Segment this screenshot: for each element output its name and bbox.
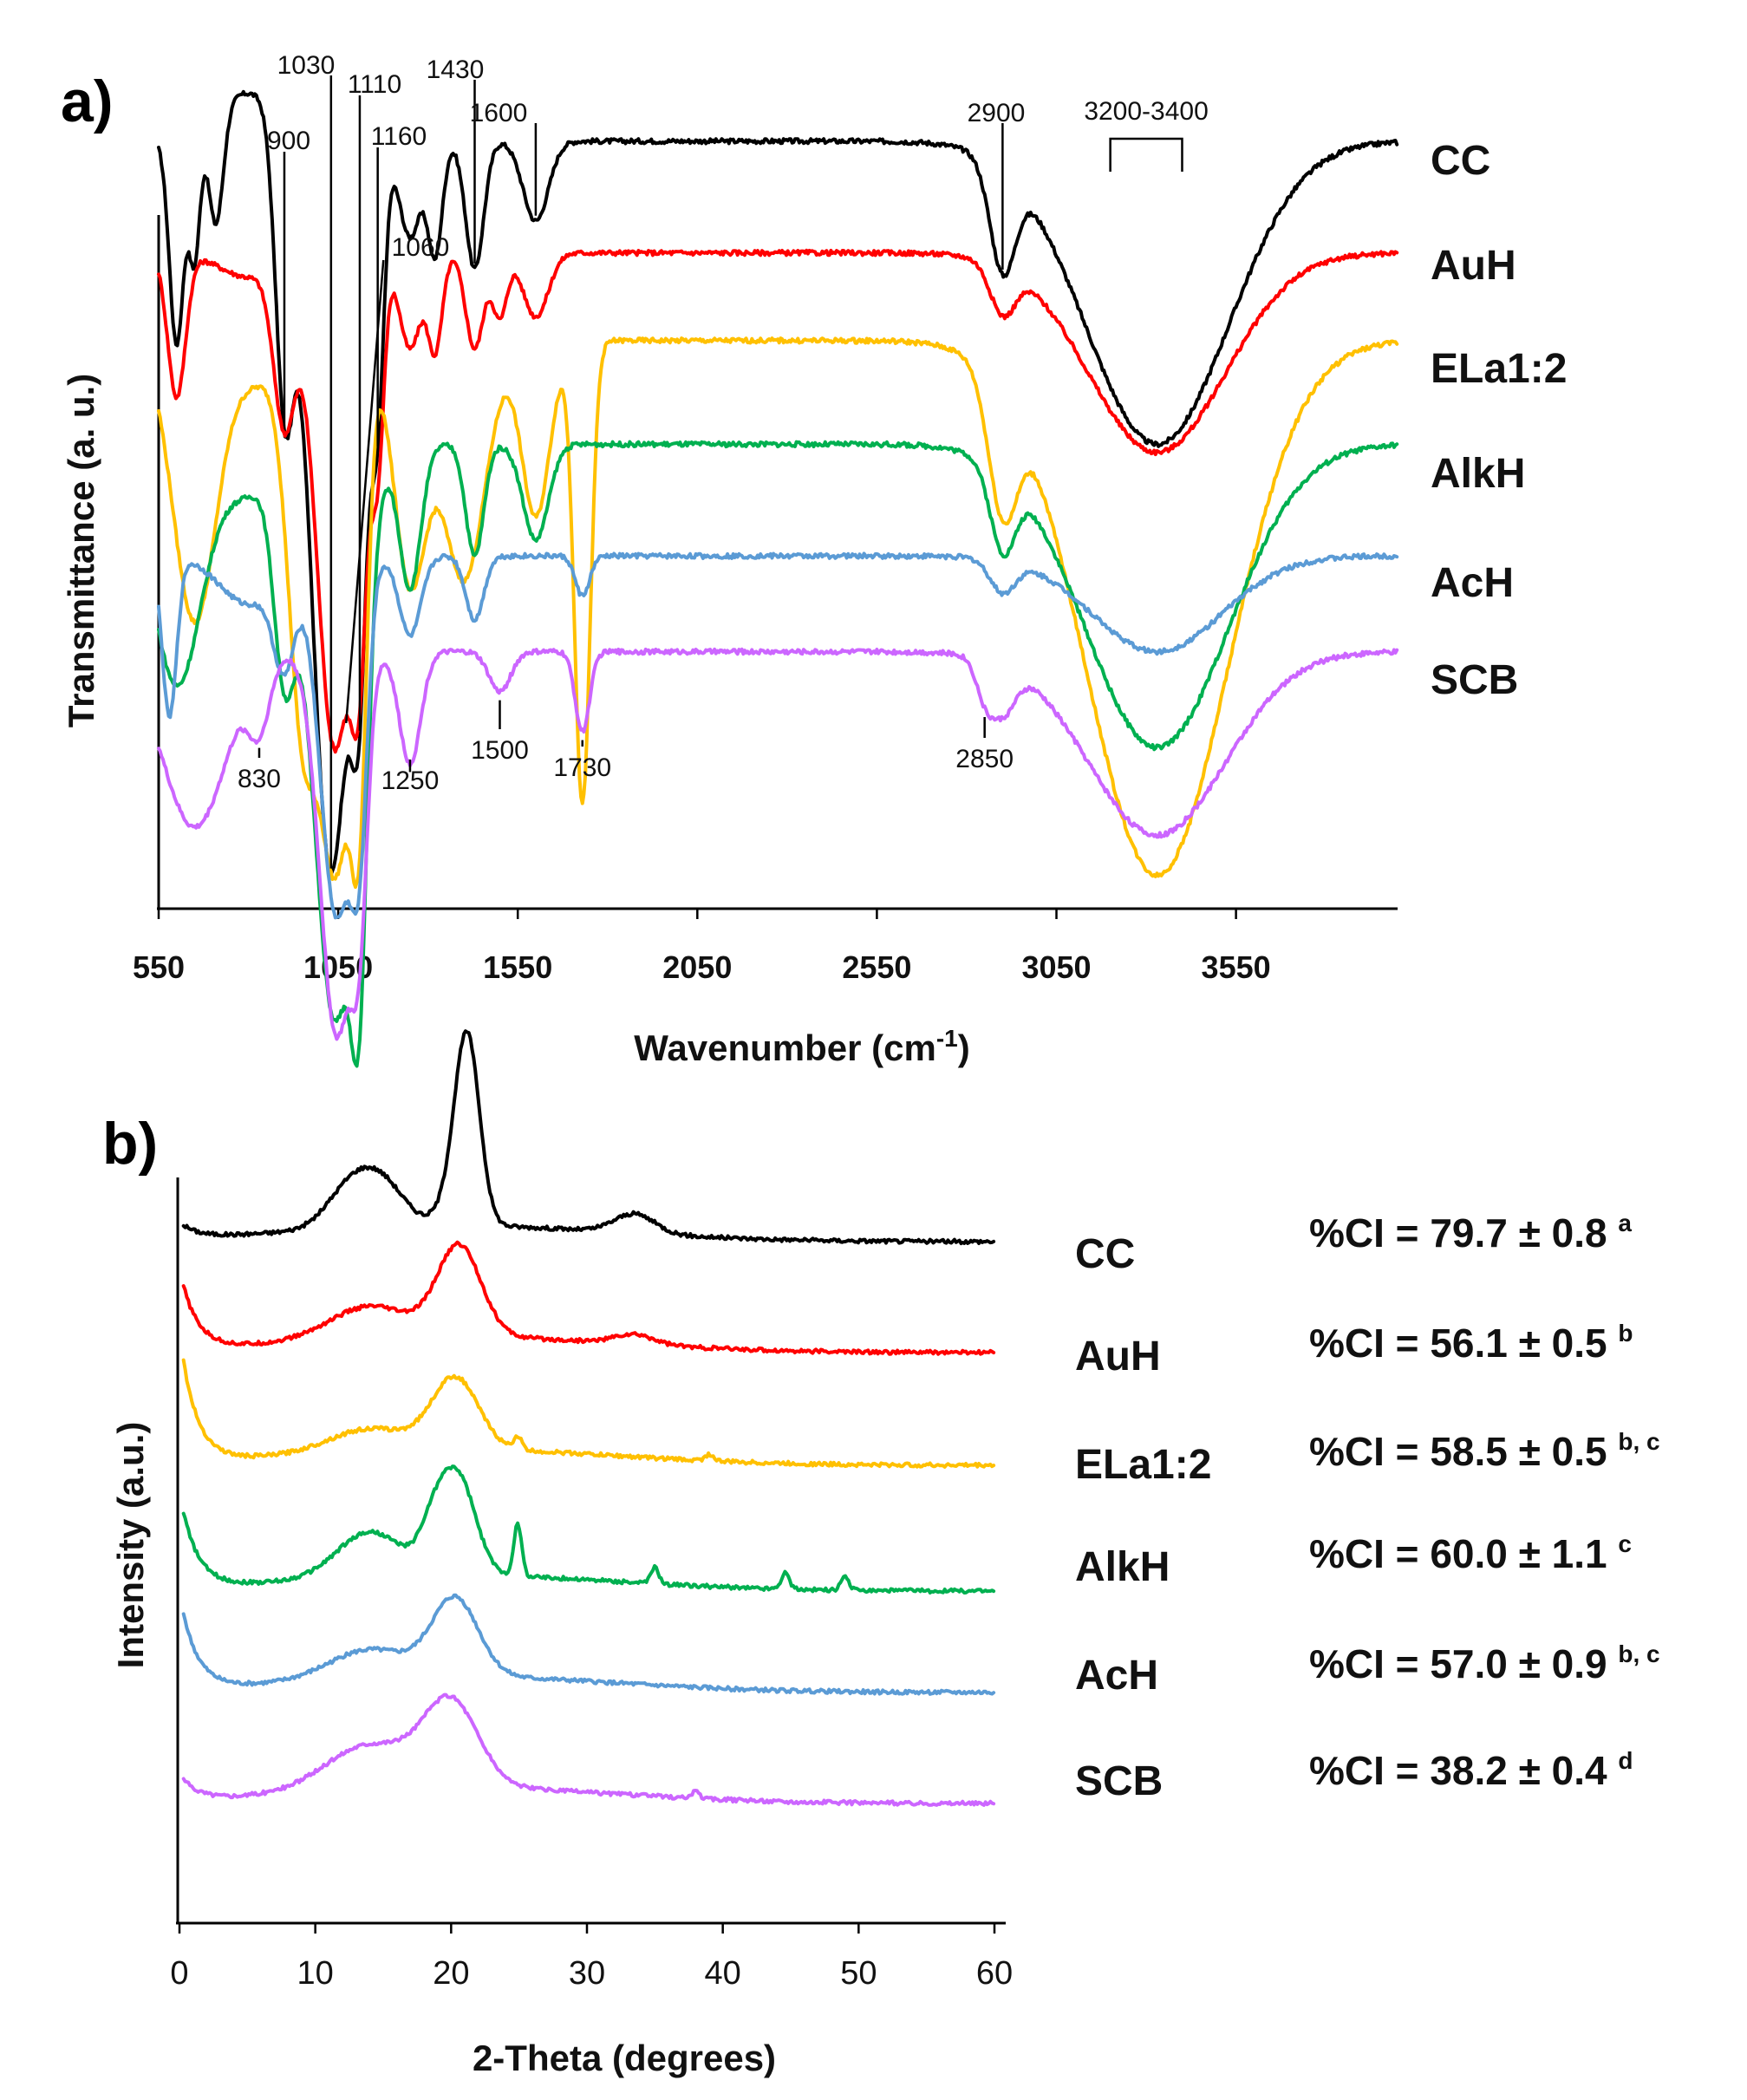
ftir-series-label: AlkH [1431,451,1525,497]
ftir-x-tick-label: 3550 [1202,949,1271,985]
significance-superscript: a [1618,1210,1632,1236]
xrd-crystallinity-index: %CI = 60.0 ± 1.1 c [1309,1530,1632,1576]
ftir-peak-label: 1060 [392,233,450,262]
panel-letter-b: b) [102,1111,158,1177]
ftir-peak-label: 2900 [968,99,1026,127]
xrd-crystallinity-index: %CI = 38.2 ± 0.4 d [1309,1747,1633,1793]
ftir-peak-label: 1110 [348,70,401,99]
significance-superscript: b [1618,1320,1633,1347]
ftir-peak-label: 1730 [553,753,611,782]
xrd-series-label: AlkH [1075,1544,1170,1590]
ftir-series-labels: CC AuH ELa1:2 AlkH AcH SCB [1431,138,1567,703]
significance-superscript: b, c [1618,1428,1659,1455]
ftir-peak-label: 900 [267,127,310,155]
xrd-crystallinity-labels: %CI = 79.7 ± 0.8 a%CI = 56.1 ± 0.5 b%CI … [1309,1210,1660,1793]
xrd-panel: b) 0 10 20 30 40 50 60 CC AuH ELa1:2 AlkH AcH SCB %… [102,1029,1660,2078]
xrd-x-tick-label: 40 [705,1955,741,1992]
ftir-x-tick-label: 2050 [662,949,732,985]
xrd-x-tick-label: 0 [170,1955,188,1992]
xrd-x-tick-label: 60 [976,1955,1013,1992]
ftir-x-tick-label: 2550 [842,949,911,985]
ftir-curve-ela12 [157,336,1399,890]
ftir-x-axis-title-close: ) [958,1027,970,1068]
ftir-x-ticks: 550 1050 1550 2050 2550 3050 3550 [133,909,1271,985]
ftir-x-axis-title-main: Wavenumber (cm [634,1027,936,1068]
significance-superscript: d [1618,1747,1633,1774]
ftir-x-tick-label: 3050 [1021,949,1091,985]
xrd-series-label: CC [1075,1231,1135,1277]
crystallinity-value: %CI = 58.5 ± 0.5 [1309,1429,1618,1474]
xrd-x-tick-label: 30 [569,1955,605,1992]
ftir-band-bracket [1109,137,1183,172]
ftir-peak-label: 3200-3400 [1084,97,1208,126]
ftir-series-label: SCB [1431,657,1518,703]
ftir-peak-label: 830 [238,765,281,793]
ftir-curve-cc [157,89,1399,877]
ftir-x-tick-label: 1550 [483,949,552,985]
ftir-y-axis-title: Transmittance (a. u.) [61,374,101,727]
ftir-x-tick-label: 550 [133,949,185,985]
xrd-crystallinity-index: %CI = 56.1 ± 0.5 b [1309,1320,1633,1366]
xrd-curve-cc [181,1029,996,1246]
xrd-curve-alkh [181,1464,996,1595]
xrd-series-labels: CC AuH ELa1:2 AlkH AcH SCB [1075,1231,1211,1804]
xrd-series-label: SCB [1075,1758,1163,1804]
xrd-curves [181,1029,996,1807]
xrd-x-tick-label: 10 [297,1955,334,1992]
ftir-peak-label: 1160 [371,122,427,151]
xrd-x-ticks: 0 10 20 30 40 50 60 [170,1923,1013,1992]
significance-superscript: b, c [1618,1640,1659,1667]
xrd-curve-ela12 [181,1358,996,1469]
xrd-series-label: AuH [1075,1334,1161,1379]
ftir-panel: a) 550 1050 1550 2050 2550 3050 3550 CCAuHELa1… [61,51,1567,1068]
ftir-series-label: CC [1431,138,1490,184]
crystallinity-value: %CI = 79.7 ± 0.8 [1309,1210,1618,1255]
ftir-series-label: AcH [1431,560,1514,606]
ftir-curve-scb [157,647,1399,1041]
ftir-peak-label: 1600 [470,99,528,127]
panel-letter-a: a) [61,68,113,134]
ftir-peak-marker [344,259,385,724]
xrd-series-label: AcH [1075,1653,1158,1699]
ftir-series-label: ELa1:2 [1431,346,1567,392]
ftir-peak-label: 1030 [277,51,336,80]
xrd-crystallinity-index: %CI = 57.0 ± 0.9 b, c [1309,1640,1660,1686]
xrd-x-tick-label: 20 [433,1955,469,1992]
xrd-y-axis-title: Intensity (a.u.) [110,1422,151,1669]
xrd-crystallinity-index: %CI = 58.5 ± 0.5 b, c [1309,1428,1660,1474]
ftir-curve-auh [157,248,1399,754]
xrd-x-axis-title: 2-Theta (degrees) [473,2038,776,2078]
crystallinity-value: %CI = 38.2 ± 0.4 [1309,1748,1618,1793]
xrd-curve-auh [181,1240,996,1356]
ftir-x-axis-title-sup: -1 [936,1025,958,1052]
xrd-curve-ach [181,1593,996,1696]
ftir-curves [157,89,1399,1068]
crystallinity-value: %CI = 57.0 ± 0.9 [1309,1641,1618,1686]
ftir-peak-annotations: 1030 900 1110 1160 1430 1600 1060 2900 3200-3400… [238,51,1209,869]
ftir-peak-label: 1430 [427,55,485,84]
significance-superscript: c [1618,1530,1632,1557]
crystallinity-value: %CI = 56.1 ± 0.5 [1309,1321,1618,1366]
xrd-series-label: ELa1:2 [1075,1442,1211,1488]
xrd-x-tick-label: 50 [840,1955,877,1992]
ftir-x-axis-title: Wavenumber (cm-1) [634,1025,969,1068]
xrd-crystallinity-index: %CI = 79.7 ± 0.8 a [1309,1210,1632,1255]
crystallinity-value: %CI = 60.0 ± 1.1 [1309,1531,1618,1576]
ftir-peak-label: 2850 [955,745,1014,773]
ftir-peak-label: 1500 [471,736,529,765]
ftir-series-label: AuH [1431,243,1516,289]
ftir-peak-label: 1250 [381,766,440,795]
ftir-curve-ach [157,551,1399,920]
xrd-curve-scb [181,1692,996,1807]
